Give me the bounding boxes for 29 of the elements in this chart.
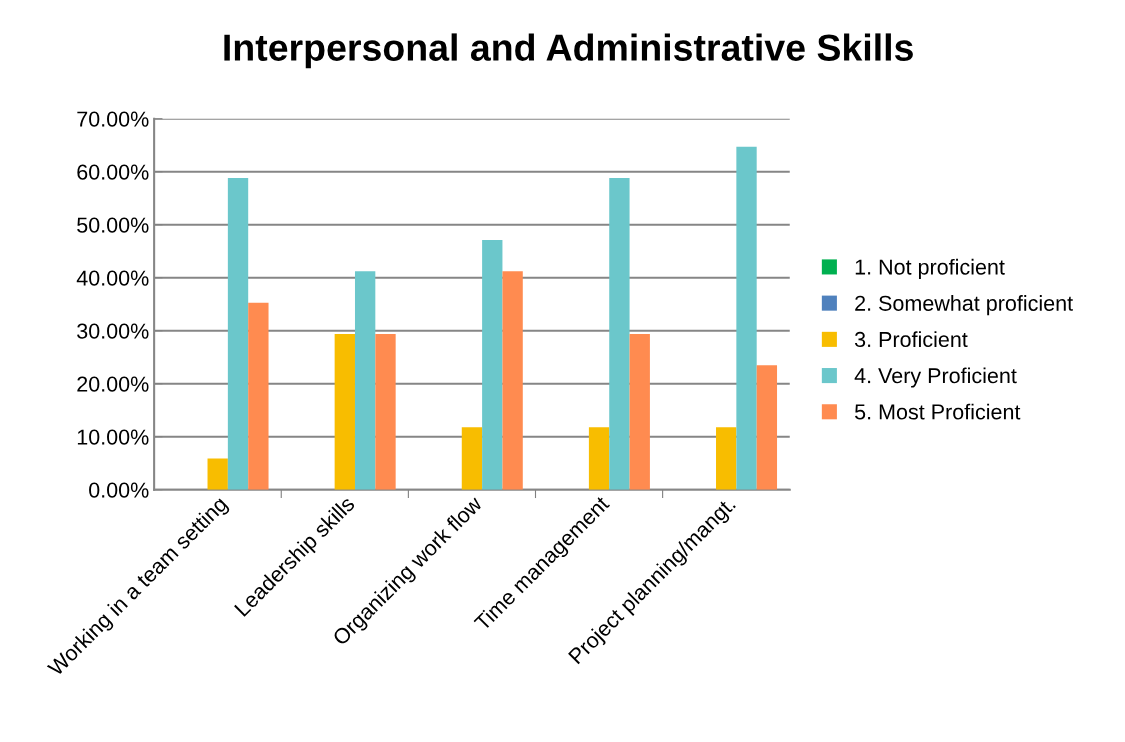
- bar: [629, 333, 650, 490]
- bar: [207, 458, 228, 490]
- legend-label: 4. Very Proficient: [854, 367, 1017, 388]
- y-tick-label: 60.00%: [77, 164, 149, 180]
- bar: [375, 333, 396, 490]
- bar: [248, 302, 269, 490]
- bar: [482, 240, 503, 490]
- y-tick-label: 0.00%: [89, 482, 149, 498]
- bar: [588, 427, 610, 490]
- bar: [716, 427, 737, 490]
- y-tick-label: 10.00%: [77, 429, 149, 445]
- y-tick-label: 70.00%: [77, 111, 149, 127]
- bar: [461, 427, 483, 490]
- chart-title: Interpersonal and Administrative Skills: [224, 33, 913, 69]
- y-tick-label: 30.00%: [77, 323, 149, 339]
- bar: [609, 178, 630, 490]
- y-tick-label: 50.00%: [77, 217, 149, 233]
- bar: [736, 146, 757, 490]
- bar: [756, 365, 778, 490]
- legend-label: 5. Most Proficient: [854, 403, 1021, 420]
- legend-label: 2. Somewhat proficient: [855, 295, 1073, 316]
- bar: [354, 271, 376, 490]
- y-tick-label: 40.00%: [76, 270, 149, 286]
- legend-label: 3. Proficient: [854, 331, 968, 348]
- legend-label: 1. Not proficient: [855, 258, 1005, 279]
- y-tick-label: 20.00%: [77, 376, 149, 392]
- bar: [334, 333, 355, 490]
- bar: [227, 178, 249, 490]
- bar: [502, 271, 523, 490]
